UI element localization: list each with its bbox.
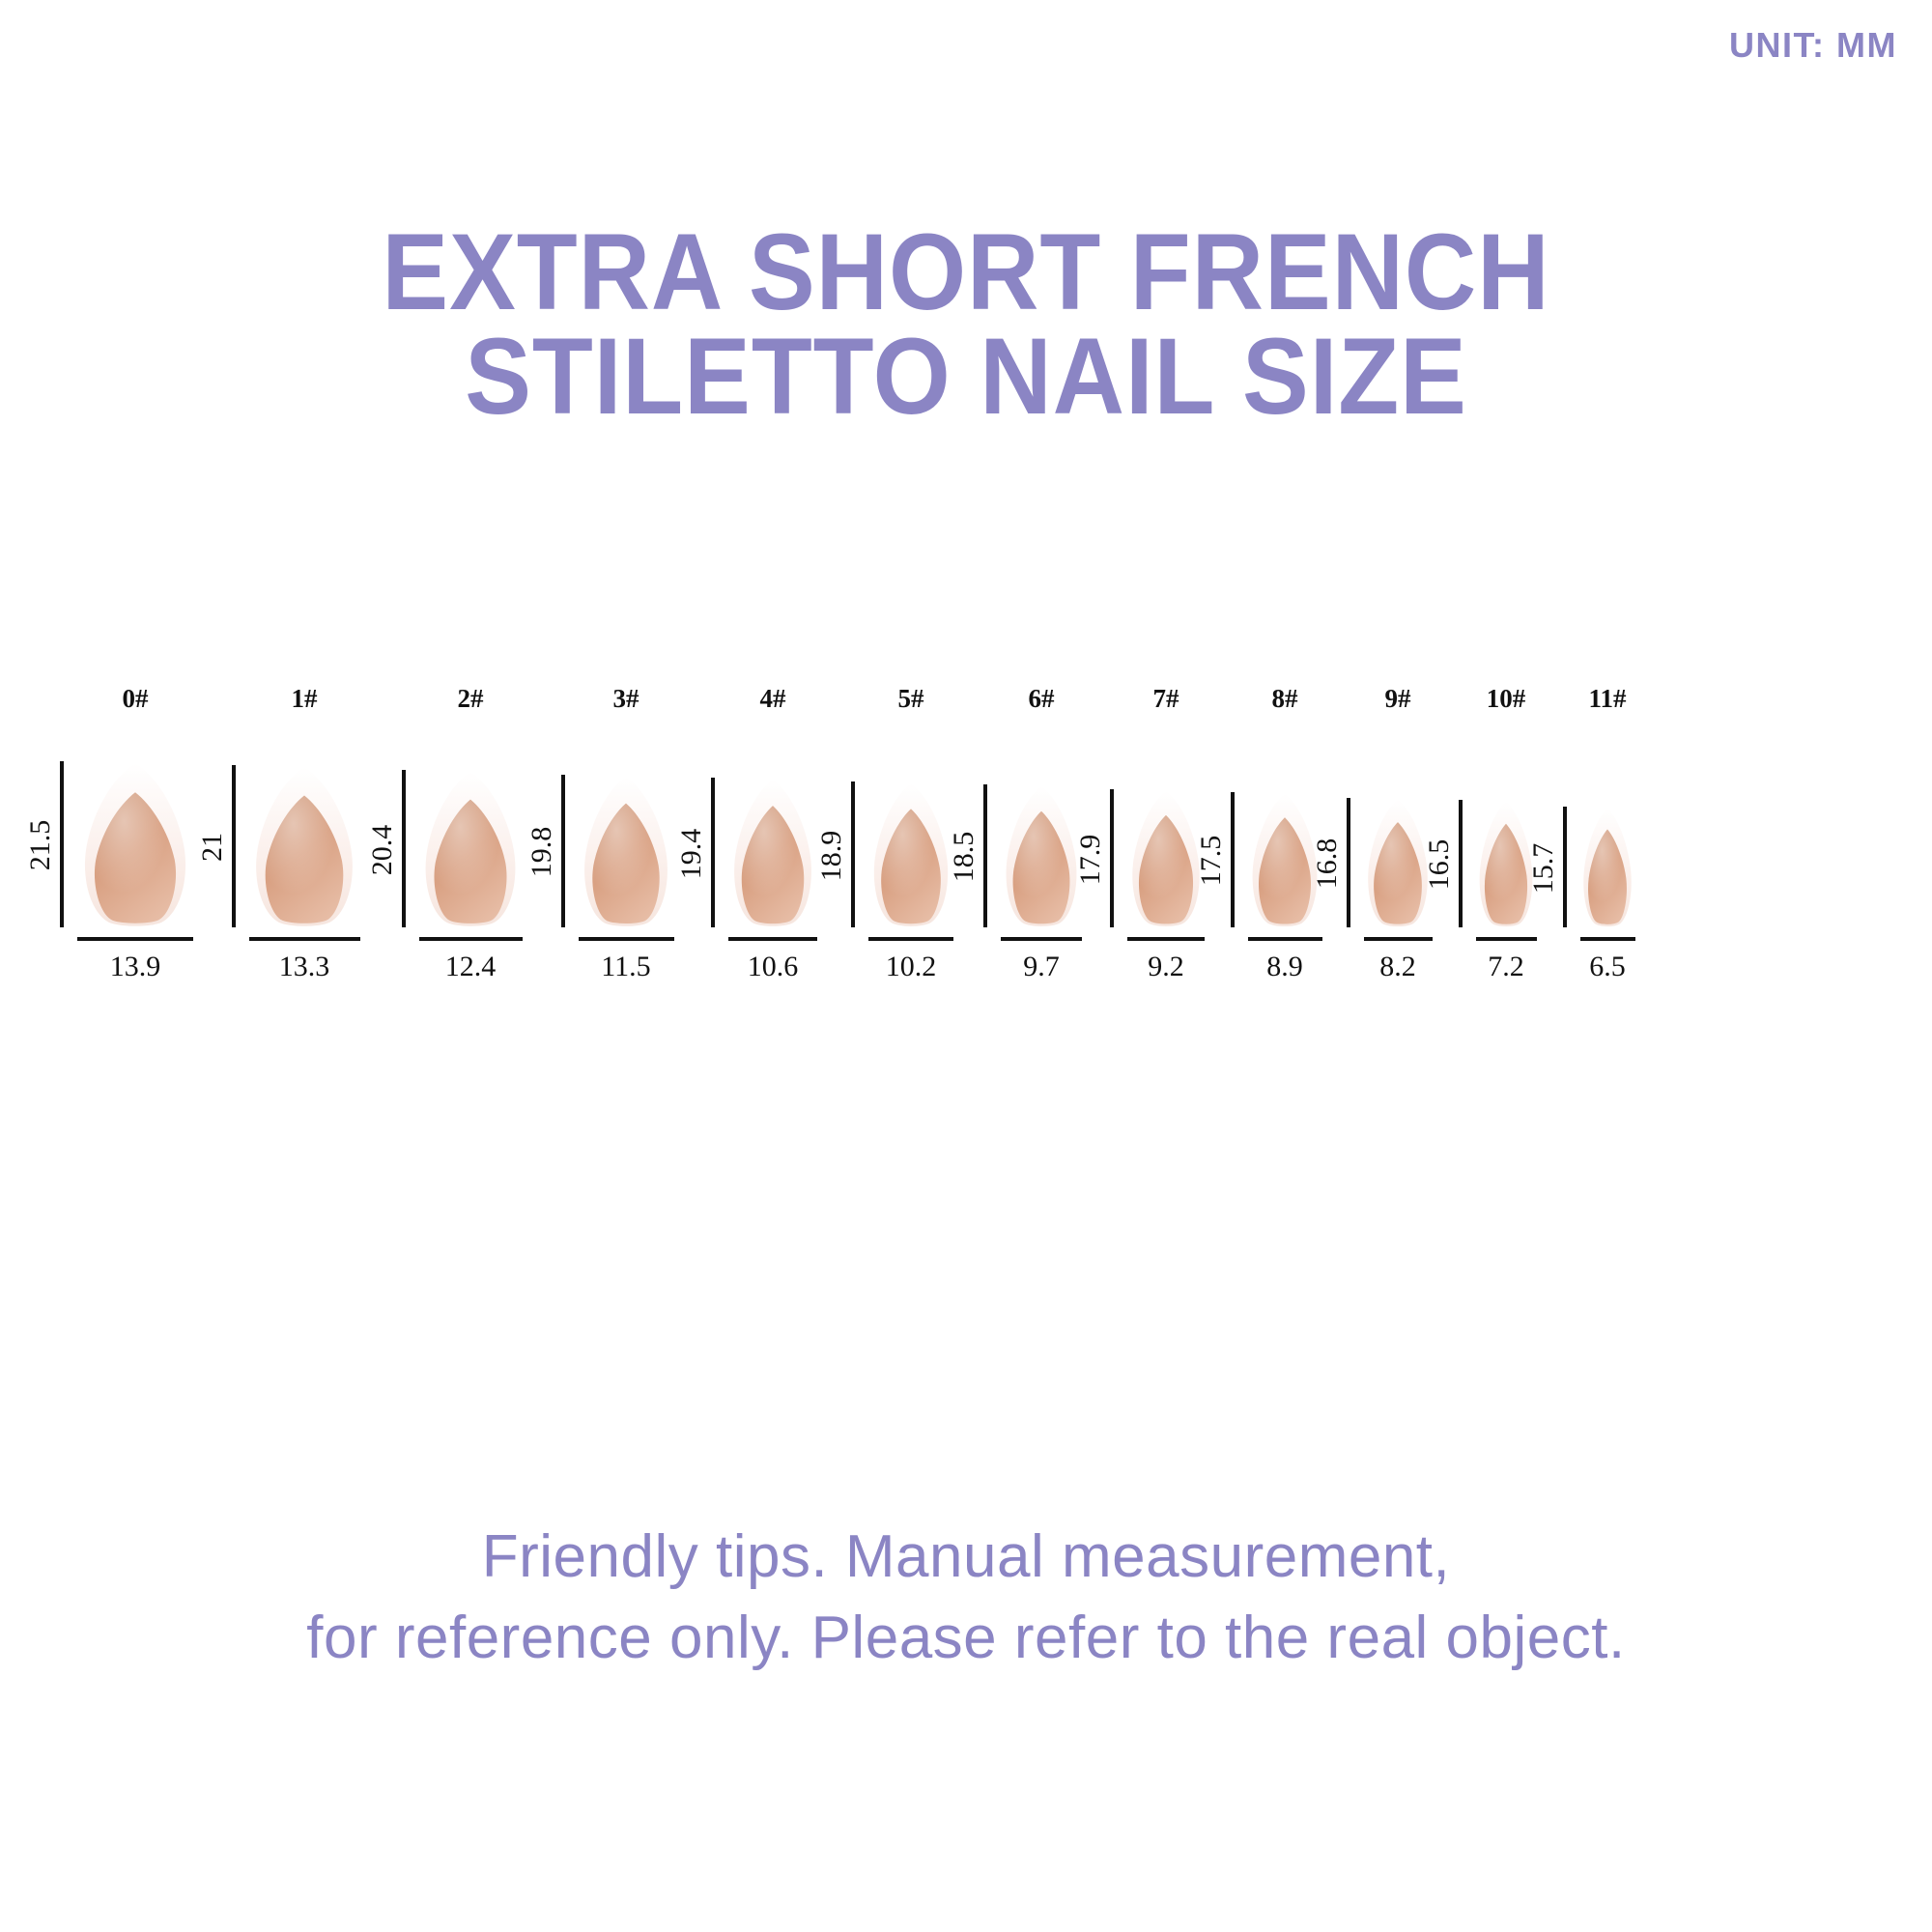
width-dimension-label: 7.2: [1488, 951, 1524, 982]
width-dimension-line: [418, 937, 523, 941]
height-dimension-line: [1562, 807, 1567, 927]
height-dimension-label: 19.4: [675, 828, 707, 879]
width-dimension-label: 6.5: [1589, 951, 1626, 982]
height-dimension-line: [983, 784, 987, 927]
footer-note-line-2: for reference only. Please refer to the …: [306, 1605, 1626, 1671]
height-dimension-label: 16.8: [1310, 838, 1343, 890]
nail-shape: [1364, 798, 1433, 927]
nail-shape: [1248, 792, 1322, 927]
height-dimension-label: 19.8: [525, 826, 557, 878]
width-dimension-label: 11.5: [601, 951, 651, 982]
nail-size-chart: 0# 21.5 13.9 1# 21 13.3 2# 20.4 12.4 3# 19.8 11.5 4#…: [0, 676, 1932, 982]
nail-shape: [1127, 789, 1205, 927]
nail-shape: [579, 775, 674, 927]
nail-shape: [1580, 807, 1635, 927]
height-dimension-label: 18.5: [948, 831, 980, 883]
nail-size-label: 3#: [612, 684, 639, 713]
height-dimension-label: 17.9: [1074, 834, 1106, 885]
height-dimension-label: 18.9: [815, 830, 847, 881]
nail-size-label: 11#: [1588, 684, 1627, 713]
nail-shape: [1476, 800, 1537, 927]
width-dimension-label: 10.2: [885, 951, 937, 982]
height-dimension-line: [1346, 798, 1350, 927]
width-dimension-label: 8.9: [1266, 951, 1303, 982]
width-dimension-line: [578, 937, 674, 941]
height-dimension-line: [60, 761, 64, 927]
nail-size-label: 8#: [1271, 684, 1298, 713]
height-dimension-line: [851, 781, 855, 927]
nail-size-label: 0#: [122, 684, 149, 713]
height-dimension-label: 21: [195, 833, 228, 862]
nail-size-cell: 8# 17.5 8.9: [1179, 676, 1391, 982]
nail-size-label: 10#: [1486, 684, 1526, 713]
nail-shape: [728, 778, 817, 927]
nail-shape: [868, 781, 953, 927]
width-dimension-label: 12.4: [444, 951, 497, 982]
width-dimension-line: [248, 937, 360, 941]
height-dimension-line: [401, 770, 406, 927]
nail-shape: [419, 770, 523, 927]
nail-size-label: 6#: [1028, 684, 1055, 713]
nail-size-cell: 7# 17.9 9.2: [1060, 676, 1272, 982]
nail-size-label: 9#: [1384, 684, 1411, 713]
page-title: EXTRA SHORT FRENCH STILETTO NAIL SIZE: [0, 212, 1932, 437]
nail-shape: [249, 765, 360, 927]
width-dimension-line: [1363, 937, 1433, 941]
width-dimension-label: 13.9: [109, 951, 161, 982]
width-dimension-line: [1475, 937, 1537, 941]
height-dimension-label: 20.4: [365, 824, 398, 875]
width-dimension-line: [77, 937, 193, 941]
width-dimension-line: [868, 937, 953, 941]
nail-size-cell: 5# 18.9 10.2: [805, 676, 1017, 982]
height-dimension-line: [560, 775, 565, 927]
footer-note: Friendly tips. Manual measurement, for r…: [0, 1517, 1932, 1679]
width-dimension-label: 8.2: [1379, 951, 1416, 982]
height-dimension-line: [1458, 800, 1463, 927]
page-title-line-1: EXTRA SHORT FRENCH: [382, 212, 1550, 332]
nail-size-cell: 6# 18.5 9.7: [935, 676, 1148, 982]
height-dimension-line: [1110, 789, 1114, 927]
nail-shape: [77, 761, 193, 927]
nail-size-cell: 4# 19.4 10.6: [667, 676, 879, 982]
width-dimension-line: [1247, 937, 1322, 941]
nail-size-cell: 3# 19.8 11.5: [520, 676, 732, 982]
footer-note-line-1: Friendly tips. Manual measurement,: [481, 1523, 1451, 1590]
height-dimension-label: 17.5: [1194, 835, 1227, 887]
height-dimension-line: [711, 778, 715, 927]
nail-size-cell: 2# 20.4 12.4: [364, 676, 577, 982]
height-dimension-line: [1230, 792, 1235, 927]
height-dimension-label: 16.5: [1422, 838, 1455, 891]
nail-size-label: 4#: [759, 684, 786, 713]
nail-size-label: 5#: [897, 684, 924, 713]
nail-size-cell: 10# 16.5 7.2: [1400, 676, 1612, 982]
unit-label: UNIT: MM: [1729, 25, 1897, 65]
width-dimension-label: 10.6: [747, 951, 799, 982]
height-dimension-label: 15.7: [1526, 842, 1559, 894]
height-dimension-label: 21.5: [24, 819, 56, 871]
width-dimension-label: 13.3: [278, 951, 330, 982]
width-dimension-label: 9.2: [1148, 951, 1184, 982]
width-dimension-line: [728, 937, 817, 941]
height-dimension-line: [231, 765, 236, 927]
nail-size-cell: 1# 21 13.3: [195, 676, 411, 982]
width-dimension-line: [1001, 937, 1082, 941]
nail-size-label: 2#: [457, 684, 484, 713]
nail-shape: [1001, 784, 1082, 927]
nail-size-cell: 11# 15.7 6.5: [1501, 676, 1714, 982]
page-title-line-2: STILETTO NAIL SIZE: [465, 316, 1467, 437]
nail-size-label: 7#: [1152, 684, 1179, 713]
width-dimension-label: 9.7: [1023, 951, 1060, 982]
width-dimension-line: [1127, 937, 1205, 941]
nail-size-cell: 0# 21.5 13.9: [24, 676, 242, 982]
nail-size-label: 1#: [291, 684, 318, 713]
nail-size-cell: 9# 16.8 8.2: [1292, 676, 1504, 982]
width-dimension-line: [1579, 937, 1635, 941]
